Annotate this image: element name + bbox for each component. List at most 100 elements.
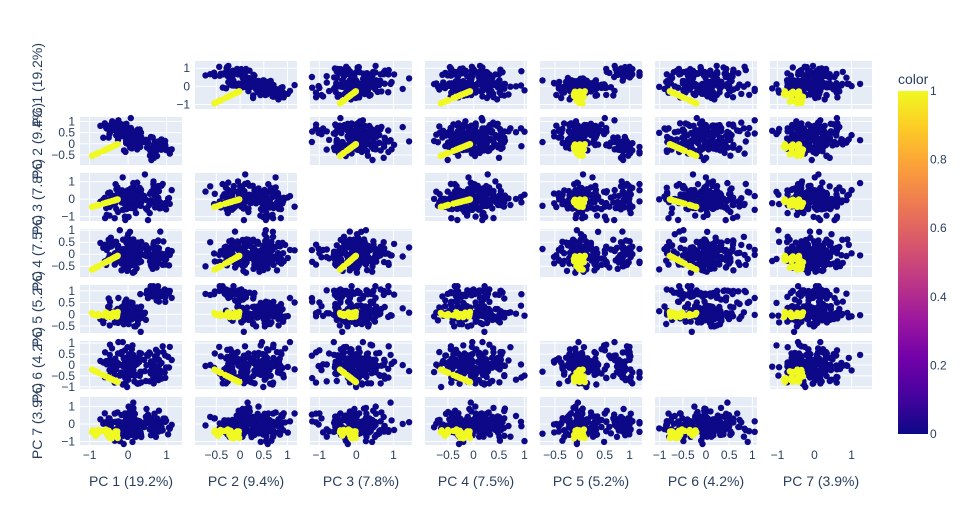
data-point [433, 188, 440, 195]
data-point [603, 91, 610, 99]
data-point [751, 85, 758, 93]
data-point [318, 131, 325, 138]
data-point [674, 216, 682, 224]
data-point [97, 239, 104, 247]
data-point [507, 125, 514, 132]
data-point [611, 138, 618, 146]
data-point [337, 114, 344, 122]
data-point [228, 82, 236, 89]
data-point [730, 123, 737, 130]
data-point [501, 80, 508, 88]
data-point [594, 204, 601, 212]
data-point [364, 152, 372, 159]
data-point [340, 78, 348, 86]
cell-3-7 [769, 171, 872, 224]
data-point [496, 89, 504, 96]
data-point [494, 144, 502, 151]
data-point [342, 250, 349, 257]
data-point [267, 184, 274, 192]
data-point [455, 199, 462, 206]
data-point [606, 203, 613, 210]
data-point [656, 266, 663, 273]
data-point [330, 74, 338, 81]
data-point [617, 206, 625, 213]
data-point [483, 196, 491, 203]
data-point [729, 194, 737, 201]
data-point [490, 90, 497, 98]
data-point [337, 142, 344, 150]
data-point [834, 120, 841, 127]
data-point [245, 80, 252, 88]
data-point [592, 141, 599, 149]
data-point [677, 92, 684, 100]
data-point [769, 127, 776, 134]
data-point [845, 241, 852, 248]
data-point [856, 80, 864, 88]
data-point [805, 203, 812, 210]
data-point [104, 199, 111, 206]
data-point [684, 121, 692, 128]
cell-3-2 [195, 171, 298, 224]
data-point [736, 127, 743, 135]
data-point [611, 146, 618, 153]
data-point [390, 240, 398, 248]
data-point [793, 211, 801, 218]
data-point [611, 186, 618, 194]
data-point [390, 71, 398, 78]
data-point [89, 203, 97, 210]
data-point [399, 123, 406, 131]
data-point [340, 97, 347, 104]
data-point [856, 179, 864, 187]
data-point [126, 204, 134, 212]
data-point [539, 202, 546, 209]
data-point [224, 70, 231, 77]
data-point [668, 205, 676, 212]
data-point [798, 97, 806, 104]
data-point [831, 216, 838, 224]
data-point [517, 82, 525, 89]
data-point [490, 214, 497, 222]
data-point [493, 198, 501, 205]
data-point [701, 80, 708, 88]
data-point [269, 93, 276, 100]
data-point [819, 179, 826, 186]
data-point [405, 138, 413, 145]
data-point [119, 206, 127, 213]
data-point [507, 201, 514, 209]
data-point [361, 242, 368, 249]
data-point [636, 72, 643, 79]
data-point [713, 247, 720, 255]
data-point [264, 265, 271, 272]
data-point [833, 70, 840, 78]
data-point [365, 127, 372, 135]
data-point [137, 247, 144, 254]
data-point [573, 97, 581, 104]
data-point [701, 236, 708, 243]
data-point [226, 258, 233, 265]
data-point [686, 263, 693, 270]
data-point [369, 80, 376, 87]
data-point [716, 80, 723, 88]
data-point [573, 127, 581, 134]
data-point [815, 171, 822, 178]
data-point [158, 136, 165, 143]
data-point [577, 80, 584, 88]
data-point [593, 212, 601, 219]
data-point [724, 237, 731, 245]
data-point [697, 192, 704, 199]
data-point [440, 195, 447, 202]
data-point [281, 241, 289, 249]
data-point [730, 267, 737, 274]
data-point [625, 198, 632, 205]
data-point [210, 69, 218, 76]
data-point [238, 246, 246, 253]
data-point [478, 129, 485, 137]
data-point [334, 82, 341, 89]
data-point [769, 200, 776, 207]
data-point [212, 99, 219, 107]
data-point [122, 216, 129, 224]
data-point [448, 141, 455, 149]
data-point [577, 236, 584, 243]
data-point [430, 137, 438, 145]
data-point [119, 236, 127, 243]
